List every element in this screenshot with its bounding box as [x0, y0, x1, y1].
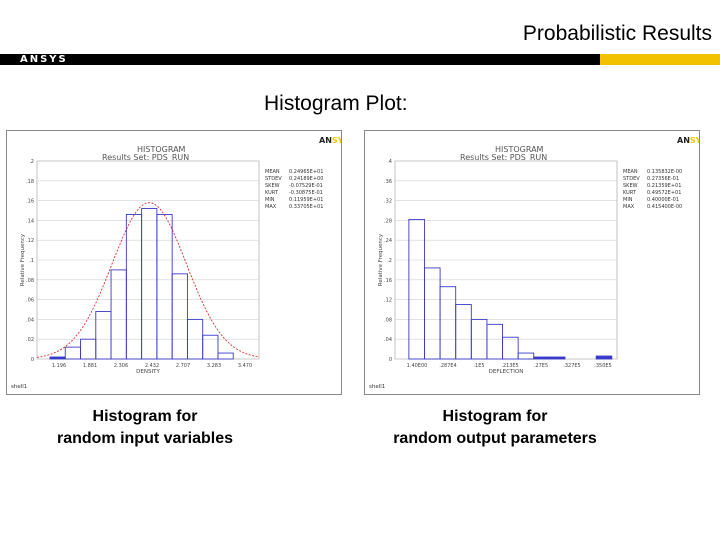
output-x-tick-label: .287E4: [439, 363, 456, 369]
ansys-logo: ANSYS: [20, 54, 68, 65]
header-stripe: [0, 54, 600, 65]
input-y-tick-label: .18: [26, 179, 34, 185]
input-x-axis-label: DENSITY: [136, 369, 160, 375]
output-footer: shell1: [369, 384, 385, 390]
input-bar: [171, 273, 188, 360]
input-stat-value: -0.30875E-01: [289, 190, 323, 196]
slide-title: Probabilistic Results: [522, 22, 712, 45]
input-x-tick-label: 2.707: [176, 363, 190, 369]
output-y-tick-label: .4: [387, 159, 392, 165]
output-y-tick-label: .04: [384, 337, 392, 343]
input-y-tick-label: .02: [26, 337, 34, 343]
output-y-tick-label: .08: [384, 317, 392, 323]
input-y-axis-label: Relative Frequency: [20, 233, 26, 286]
output-x-tick-label: .1E5: [473, 363, 484, 369]
input-subtitle: Results Set: PDS_RUN: [102, 153, 189, 162]
input-bar: [217, 352, 234, 360]
input-y-tick-label: .04: [26, 317, 34, 323]
input-y-tick-label: .2: [29, 159, 34, 165]
output-x-tick-label: .213E5: [501, 363, 518, 369]
input-x-tick-label: 2.432: [145, 363, 159, 369]
output-stat-value: 0.27356E-01: [647, 176, 679, 182]
input-y-tick-label: .14: [26, 218, 34, 224]
output-caption-line2: random output parameters: [393, 430, 597, 447]
input-caption-line1: Histogram for: [92, 408, 198, 425]
input-stat-label: STDEV: [265, 176, 282, 182]
output-bar-fill: [596, 356, 612, 359]
input-stat-label: SKEW: [265, 183, 280, 189]
output-x-tick-label: .27E5: [534, 363, 548, 369]
input-y-tick-label: .16: [26, 199, 34, 205]
output-caption-line1: Histogram for: [442, 408, 548, 425]
output-stat-label: KURT: [623, 190, 637, 196]
output-y-tick-label: .24: [384, 238, 392, 244]
input-stat-value: 0.24189E+00: [289, 176, 323, 182]
output-histogram-caption: Histogram for random output parameters: [372, 406, 618, 450]
output-stat-value: 0.135832E-00: [647, 169, 682, 175]
header-accent-stripe: [600, 54, 720, 65]
input-y-tick-label: .08: [26, 278, 34, 284]
output-stat-value: 0.40000E-01: [647, 197, 679, 203]
output-y-tick-label: .36: [384, 179, 392, 185]
output-subtitle: Results Set: PDS_RUN: [460, 153, 547, 162]
input-x-tick-label: 3.283: [207, 363, 221, 369]
input-y-tick-label: .1: [29, 258, 34, 264]
output-stat-label: SKEW: [623, 183, 638, 189]
output-title: HISTOGRAM: [495, 145, 544, 154]
output-y-tick-label: .2: [387, 258, 392, 264]
output-x-axis-label: DEFLECTION: [489, 369, 524, 375]
output-y-axis-label: Relative Frequency: [378, 233, 384, 286]
input-stat-value: 0.11959E+01: [289, 197, 323, 203]
output-stat-value: 0.49572E+01: [647, 190, 681, 196]
input-stat-label: MAX: [265, 204, 277, 210]
input-stat-label: MIN: [265, 197, 275, 203]
input-brand: ANSYS: [319, 136, 341, 145]
section-title: Histogram Plot:: [264, 92, 408, 115]
input-stat-value: 0.24965E+01: [289, 169, 323, 175]
input-y-tick-label: .12: [26, 238, 34, 244]
output-y-tick-label: .28: [384, 218, 392, 224]
output-stat-value: 0.415400E-00: [647, 204, 682, 210]
input-stat-label: MEAN: [265, 169, 280, 175]
input-title: HISTOGRAM: [137, 145, 186, 154]
output-y-tick-label: .32: [384, 199, 392, 205]
input-caption-line2: random input variables: [56, 430, 234, 447]
input-x-tick-label: 1.196: [52, 363, 66, 369]
input-bar-fill: [49, 357, 66, 359]
input-x-tick-label: 3.470: [238, 363, 252, 369]
input-stat-value: 0.33705E+01: [289, 204, 323, 210]
output-stat-label: MIN: [623, 197, 633, 203]
output-stat-label: MAX: [623, 204, 635, 210]
output-bar-fill: [549, 357, 565, 359]
output-y-tick-label: .16: [384, 278, 392, 284]
output-y-tick-label: .12: [384, 298, 392, 304]
output-y-tick-label: 0: [389, 357, 392, 363]
output-bar-fill: [533, 357, 550, 359]
input-footer: shell1: [11, 384, 27, 390]
output-stat-label: STDEV: [623, 176, 640, 182]
output-x-tick-label: .350E5: [594, 363, 611, 369]
input-x-tick-label: 1.881: [83, 363, 97, 369]
input-y-tick-label: .06: [26, 298, 34, 304]
input-x-tick-label: 2.306: [114, 363, 128, 369]
output-stat-value: 0.21359E+01: [647, 183, 681, 189]
output-brand: ANSYS: [677, 136, 699, 145]
output-stat-label: MEAN: [623, 169, 638, 175]
input-stat-value: -0.07529E-01: [289, 183, 323, 189]
input-stat-label: KURT: [265, 190, 279, 196]
input-y-tick-label: 0: [31, 357, 34, 363]
output-x-tick-label: .327E5: [563, 363, 580, 369]
output-bar: [517, 352, 535, 360]
input-bar: [202, 334, 219, 360]
input-fit-curve: [36, 202, 260, 358]
input-histogram-caption: Histogram for random input variables: [20, 406, 270, 450]
output-bar: [502, 336, 519, 360]
output-x-tick-label: 1.40E00: [407, 363, 428, 369]
